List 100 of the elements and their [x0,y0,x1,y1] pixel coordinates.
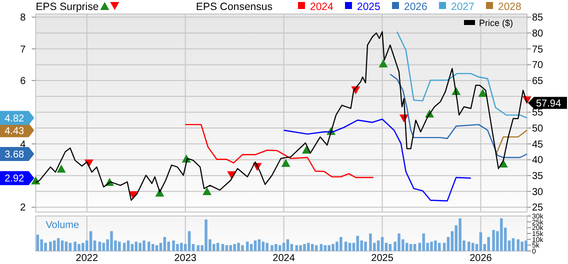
line-series [283,118,472,202]
bar [138,242,142,251]
y2-tick-label: 65 [532,76,544,88]
x-tick-label: 2022 [76,253,98,264]
bar [151,244,154,251]
bar [44,242,47,251]
data-label: 57.94 [536,98,562,110]
bar [126,240,130,251]
y2-tick-label: 70 [532,60,544,72]
bar [176,244,179,251]
bar [172,240,175,251]
y2-tick-label: 55 [532,108,544,119]
legend-label: 2026 [404,1,428,13]
bar [299,245,302,251]
bar [310,244,314,251]
bar [53,240,56,251]
bar [438,242,441,251]
bar [118,242,121,251]
bar [204,220,208,251]
bar [49,242,52,251]
bar [241,245,244,251]
bar [356,236,360,251]
bar [332,244,334,251]
y-tick-label: 8 [20,12,26,24]
point [478,88,488,97]
legend-label: 2028 [498,1,522,13]
y2-tick-label: 45 [532,139,544,150]
y2-tick-label: 30 [532,186,544,198]
y2-tick-label: 50 [532,124,544,135]
text: EPS Surprise [36,1,99,13]
bar [262,242,265,251]
bar [307,242,310,251]
y-tick-label: 4 [20,139,26,150]
y2-tick-label: 80 [532,28,544,40]
y-tick-label: 4.43 [4,126,25,137]
bar [64,242,68,251]
y2-tick-label: 85 [532,12,544,24]
bar [274,244,278,251]
bar [188,231,191,251]
bar [134,242,138,251]
legend-label: 2024 [310,1,334,13]
y2-tick-label: 75 [532,44,544,56]
bar [270,245,274,251]
bar [180,242,183,251]
bar [388,244,392,251]
point [31,176,40,184]
bar [130,244,134,251]
bar [82,242,84,251]
bar [314,245,318,251]
bar [328,245,330,251]
bar [458,218,462,251]
line-series [396,31,528,119]
y-tick-label: 6 [20,76,26,88]
bar [500,218,503,251]
point [281,158,290,167]
legend-label: 2027 [451,1,475,13]
y-tick-label: 3.68 [4,150,25,161]
x-tick-label: 2023 [174,253,197,264]
bar [398,234,400,251]
bar [369,234,372,251]
bar [225,245,228,251]
bar [520,242,524,251]
bar [56,238,60,251]
bar [430,242,433,251]
bar [148,242,150,251]
x-tick-label: 2026 [470,253,492,264]
y-tick-label: 2 [20,202,26,214]
bar [196,245,200,251]
bar [492,230,495,251]
bar [142,240,146,251]
bar [163,237,166,251]
bar [524,240,528,251]
bar [295,245,298,251]
bar [409,244,412,251]
bar [246,242,249,251]
bar [380,237,384,251]
bar [110,231,113,251]
bar [320,244,323,251]
bar [221,244,224,251]
bar [376,240,380,251]
x-tick-label: 2025 [371,253,394,264]
bar [406,242,408,251]
bar [487,237,490,251]
bar [237,242,240,251]
legend-title: EPS Consensus [196,1,272,13]
bar [36,234,40,251]
y2-tick-label: 25 [532,202,544,214]
point [378,59,388,68]
legend-label: Price ($) [479,18,514,28]
bar [229,245,232,251]
line-series [390,74,528,158]
bar [278,245,282,251]
bar [78,244,80,251]
bar [89,231,92,251]
y-tick-label: 4.82 [4,113,25,124]
y-tick-label: 2.92 [4,174,25,185]
chart-title: Volume [46,220,80,231]
legend-label: 2025 [357,1,381,13]
bar [303,244,306,251]
bar [74,242,76,251]
